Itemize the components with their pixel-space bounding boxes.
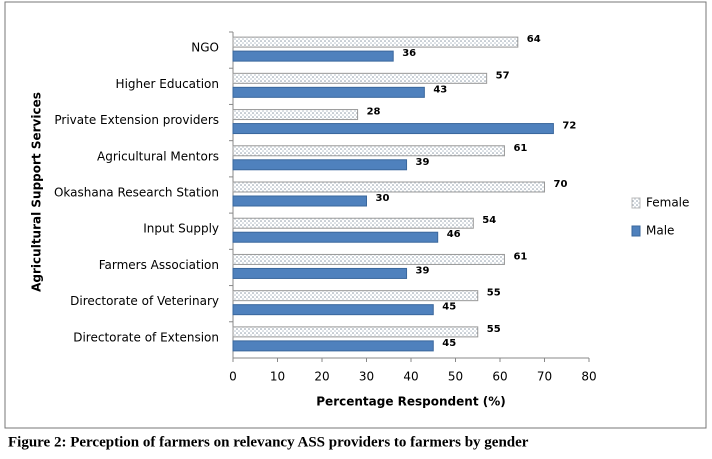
bar [232, 36, 519, 48]
value-label: 70 [554, 179, 568, 190]
value-label: 43 [433, 84, 447, 95]
bar [232, 267, 408, 279]
bar [232, 145, 505, 157]
bar [232, 50, 394, 62]
bar [232, 159, 408, 171]
bar [232, 123, 554, 135]
x-tick-label: 70 [537, 370, 552, 384]
legend-swatch [631, 197, 641, 209]
value-label: 55 [487, 324, 501, 335]
caption: Figure 2: Perception of farmers on relev… [8, 434, 529, 450]
value-label: 46 [447, 229, 461, 240]
value-label: 54 [482, 215, 496, 226]
y-tick-label: Input Supply [143, 222, 219, 236]
x-tick-label: 60 [492, 370, 507, 384]
bar [232, 340, 434, 352]
bar [232, 86, 425, 98]
value-label: 45 [442, 338, 456, 349]
value-label: 30 [376, 193, 390, 204]
x-axis-label: Percentage Respondent (%) [316, 395, 505, 409]
bar [232, 326, 479, 338]
value-label: 28 [367, 107, 381, 118]
chart-frame [4, 1, 707, 429]
legend-label: Female [646, 196, 689, 210]
y-tick-label: Agricultural Mentors [97, 149, 219, 163]
bar [232, 72, 488, 84]
x-tick-label: 30 [359, 370, 374, 384]
y-tick-label: Higher Education [116, 77, 219, 91]
y-axis-label: Agricultural Support Services [30, 92, 44, 292]
y-tick-label: Private Extension providers [54, 113, 219, 127]
y-tick-label: Farmers Association [99, 258, 219, 272]
x-tick-label: 80 [581, 370, 596, 384]
value-label: 36 [402, 48, 416, 59]
legend-swatch [631, 225, 641, 237]
value-label: 64 [527, 34, 541, 45]
legend-label: Male [646, 224, 674, 238]
x-tick-label: 20 [314, 370, 329, 384]
bar [232, 304, 434, 316]
value-label: 39 [416, 157, 430, 168]
value-label: 45 [442, 302, 456, 313]
bar [232, 217, 474, 229]
bar [232, 253, 505, 265]
bar [232, 195, 367, 207]
y-tick-label: NGO [191, 41, 219, 55]
bar [232, 231, 439, 243]
value-label: 72 [562, 121, 576, 132]
bar [232, 109, 359, 121]
x-tick-label: 10 [270, 370, 285, 384]
y-tick-label: Okashana Research Station [54, 186, 219, 200]
value-label: 57 [496, 70, 510, 81]
value-label: 55 [487, 288, 501, 299]
value-label: 61 [513, 251, 527, 262]
bar [232, 290, 479, 302]
bar [232, 181, 545, 193]
y-tick-label: Directorate of Veterinary [70, 294, 219, 308]
value-label: 39 [416, 265, 430, 276]
x-tick-label: 50 [448, 370, 463, 384]
x-tick-label: 40 [403, 370, 418, 384]
value-label: 61 [513, 143, 527, 154]
x-tick-label: 0 [229, 370, 237, 384]
y-tick-label: Directorate of Extension [73, 330, 219, 344]
